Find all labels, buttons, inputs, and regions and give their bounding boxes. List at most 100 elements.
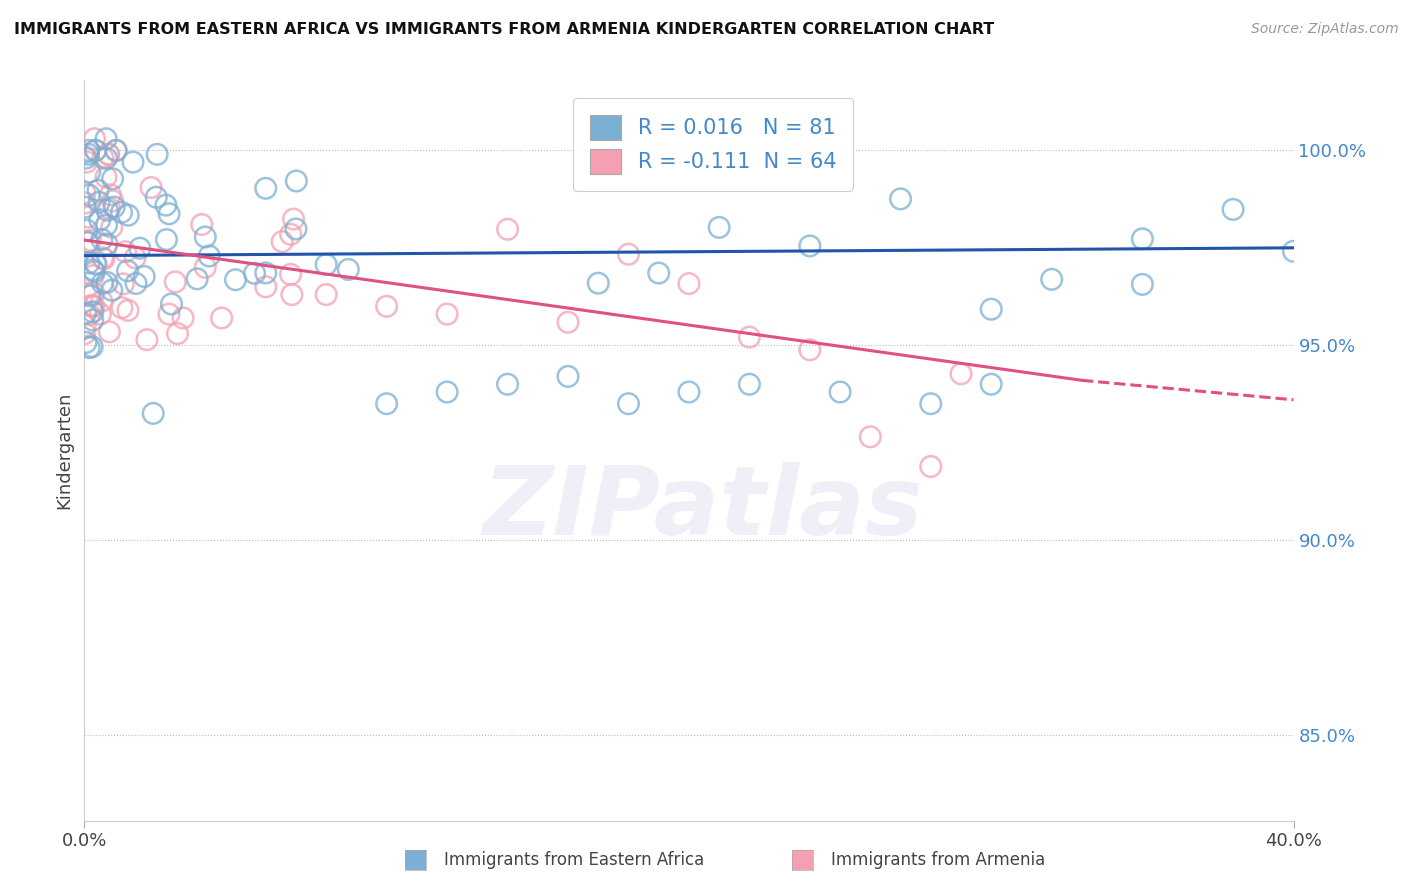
Point (96, 237, 118, 252)
Point (738, 377, 761, 392)
Point (280, 268, 302, 282)
Point (79, 308, 101, 322)
Point (337, 262, 360, 277)
Point (96, 218, 118, 232)
Point (90, 232, 112, 246)
Point (436, 384, 458, 399)
Point (84, 144, 107, 158)
Point (678, 277, 700, 291)
Point (859, 430, 882, 444)
Point (280, 227, 302, 242)
Point (496, 222, 519, 236)
Point (709, 220, 731, 235)
Point (134, 269, 156, 284)
Point (285, 174, 308, 188)
Point (91, 276, 114, 290)
Point (139, 180, 162, 194)
Point (75, 151, 97, 165)
Text: ZIPatlas: ZIPatlas (482, 462, 924, 555)
Point (135, 333, 157, 347)
Point (77, 144, 100, 158)
Point (950, 367, 973, 381)
Point (172, 310, 194, 325)
Legend: R = 0.016   N = 81, R = -0.111  N = 64: R = 0.016 N = 81, R = -0.111 N = 64 (574, 98, 853, 191)
Point (100, 220, 122, 235)
Point (79, 233, 101, 247)
Point (87, 195, 110, 210)
Point (79, 165, 101, 179)
Point (76, 155, 98, 169)
Point (110, 205, 132, 219)
Point (557, 315, 579, 329)
Point (97, 147, 120, 161)
Point (77, 147, 100, 161)
Point (79, 289, 101, 303)
Point (101, 171, 124, 186)
Point (94, 132, 117, 146)
Point (678, 384, 700, 399)
Point (117, 303, 139, 318)
Point (96, 203, 118, 218)
Point (76, 235, 98, 250)
Point (73, 200, 96, 214)
Point (90, 294, 112, 309)
Point (77, 188, 100, 202)
Point (375, 397, 398, 411)
Point (82, 305, 104, 319)
Point (436, 307, 458, 321)
Point (157, 307, 180, 321)
Point (89, 307, 111, 321)
Point (165, 275, 187, 289)
Point (84, 144, 107, 158)
Text: Source: ZipAtlas.com: Source: ZipAtlas.com (1251, 22, 1399, 37)
Point (166, 326, 188, 341)
Point (98, 202, 121, 216)
Point (73, 186, 96, 200)
Point (91, 251, 114, 265)
Point (980, 302, 1002, 317)
Point (75, 335, 97, 350)
Point (557, 369, 579, 384)
Point (190, 218, 212, 232)
Point (1130, 232, 1153, 246)
Text: Immigrants from Eastern Africa: Immigrants from Eastern Africa (444, 851, 704, 869)
Point (160, 297, 183, 311)
Point (315, 287, 337, 301)
Point (83, 265, 105, 279)
Point (186, 272, 208, 286)
Point (96, 276, 118, 290)
Point (82, 299, 104, 313)
Point (100, 187, 122, 202)
Point (77, 286, 100, 301)
Point (496, 377, 519, 392)
Point (128, 241, 150, 255)
Point (101, 194, 124, 208)
Point (146, 147, 169, 161)
Point (198, 249, 221, 263)
Point (1282, 244, 1305, 259)
Point (96, 151, 118, 165)
Y-axis label: Kindergarten: Kindergarten (55, 392, 73, 509)
Point (285, 222, 308, 236)
Point (112, 277, 135, 291)
Point (254, 280, 277, 294)
Point (142, 406, 165, 420)
Point (124, 251, 146, 265)
Point (83, 286, 105, 301)
Point (87, 183, 110, 197)
Point (375, 299, 398, 313)
Point (920, 459, 942, 474)
Point (1040, 272, 1063, 286)
Point (254, 181, 277, 195)
Point (980, 377, 1002, 392)
Point (82, 262, 104, 277)
Point (82, 340, 104, 354)
Point (648, 266, 671, 280)
Point (98, 325, 121, 339)
Point (93, 252, 115, 266)
Point (738, 330, 761, 344)
Point (920, 397, 942, 411)
Point (617, 397, 640, 411)
Point (114, 244, 136, 259)
Point (84, 257, 107, 271)
